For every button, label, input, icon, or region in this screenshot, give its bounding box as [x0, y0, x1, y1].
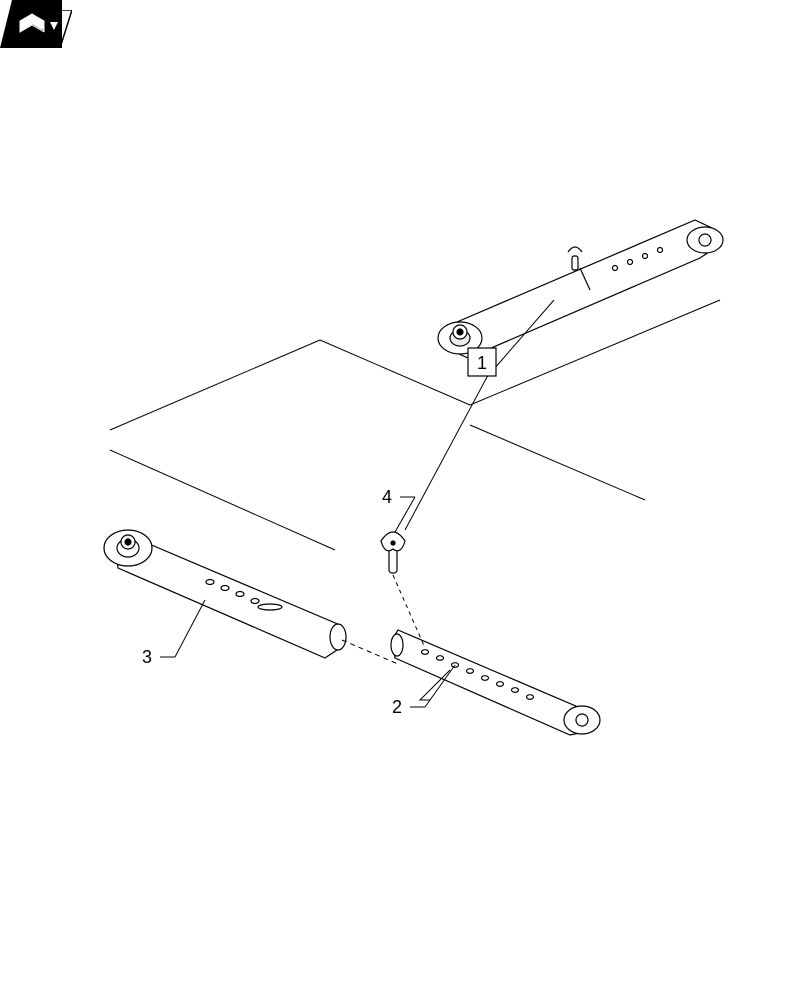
callout-1: 1: [468, 348, 496, 376]
guide-lines: [110, 300, 720, 550]
assembly-line: [342, 640, 398, 664]
callout-2-label: 2: [392, 697, 402, 717]
callout-3-label: 3: [142, 647, 152, 667]
link-sleeve: [104, 530, 346, 658]
callout-1-label: 1: [477, 353, 487, 373]
linch-pin: [381, 532, 405, 573]
exploded-view: 1 2 3 4: [0, 0, 812, 1000]
diagram-canvas: 1 2 3 4: [0, 0, 812, 1000]
callout-4-label: 4: [382, 487, 392, 507]
link-inner-bar: [391, 630, 600, 735]
link-assembly-upper: [438, 220, 723, 358]
